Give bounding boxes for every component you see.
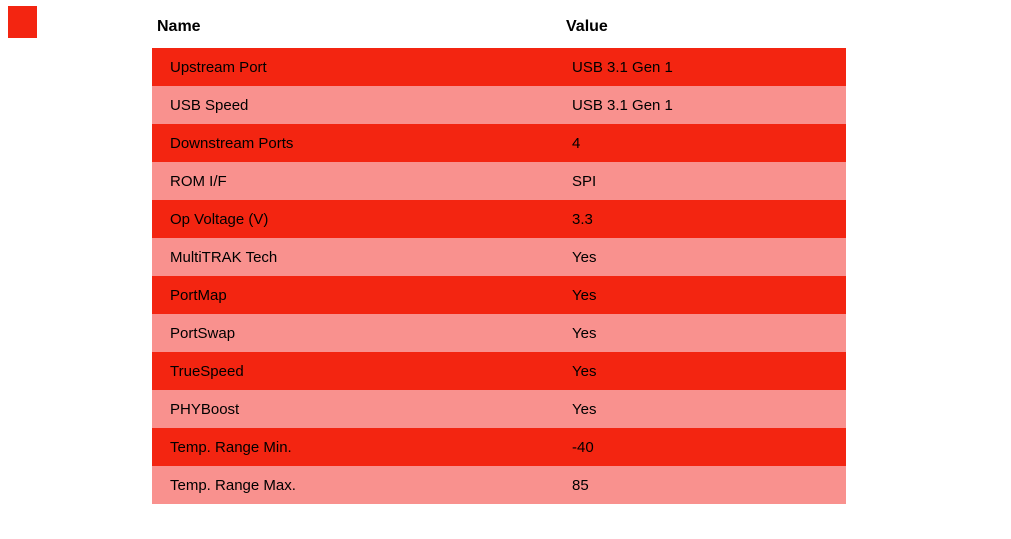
table-row: MultiTRAK Tech Yes — [152, 238, 846, 276]
row-value: Yes — [572, 248, 597, 266]
table-row: Downstream Ports 4 — [152, 124, 846, 162]
row-name: PortMap — [170, 286, 227, 304]
table-row: TrueSpeed Yes — [152, 352, 846, 390]
table-row: Temp. Range Min. -40 — [152, 428, 846, 466]
row-value: USB 3.1 Gen 1 — [572, 96, 673, 114]
table-header-row: Name Value — [152, 15, 846, 48]
row-name: PHYBoost — [170, 400, 240, 418]
row-name: TrueSpeed — [170, 362, 244, 380]
column-header-name: Name — [157, 18, 201, 35]
table-row: PortSwap Yes — [152, 314, 846, 352]
corner-marker-square — [8, 6, 37, 38]
row-name: Temp. Range Max. — [170, 476, 296, 494]
table-row: USB Speed USB 3.1 Gen 1 — [152, 86, 846, 124]
spec-table: Name Value Upstream Port USB 3.1 Gen 1 U… — [152, 15, 846, 504]
row-value: 4 — [572, 134, 581, 152]
table-row: PortMap Yes — [152, 276, 846, 314]
row-value: Yes — [572, 400, 597, 418]
row-value: -40 — [572, 438, 594, 456]
table-body: Upstream Port USB 3.1 Gen 1 USB Speed US… — [152, 48, 846, 504]
row-name: MultiTRAK Tech — [170, 248, 278, 266]
row-name: Upstream Port — [170, 58, 267, 76]
table-row: PHYBoost Yes — [152, 390, 846, 428]
row-value: Yes — [572, 362, 597, 380]
row-name: ROM I/F — [170, 172, 227, 190]
row-value: Yes — [572, 286, 597, 304]
row-name: Op Voltage (V) — [170, 210, 269, 228]
table-row: ROM I/F SPI — [152, 162, 846, 200]
row-value: SPI — [572, 172, 597, 190]
row-value: 85 — [572, 476, 589, 494]
table-row: Temp. Range Max. 85 — [152, 466, 846, 504]
row-name: Temp. Range Min. — [170, 438, 292, 456]
row-value: USB 3.1 Gen 1 — [572, 58, 673, 76]
row-value: 3.3 — [572, 210, 593, 228]
table-row: Op Voltage (V) 3.3 — [152, 200, 846, 238]
row-value: Yes — [572, 324, 597, 342]
row-name: PortSwap — [170, 324, 236, 342]
column-header-value: Value — [566, 18, 608, 35]
table-row: Upstream Port USB 3.1 Gen 1 — [152, 48, 846, 86]
row-name: USB Speed — [170, 96, 249, 114]
row-name: Downstream Ports — [170, 134, 294, 152]
